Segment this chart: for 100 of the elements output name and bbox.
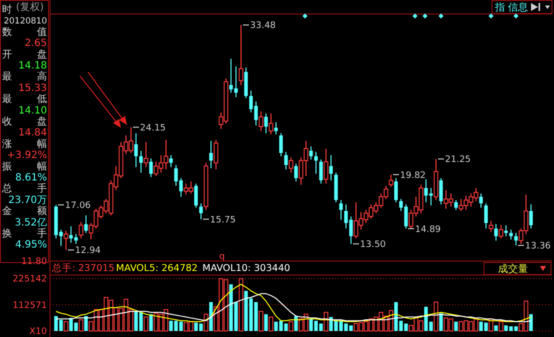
annotation: 14.89 bbox=[415, 224, 442, 235]
bar bbox=[439, 313, 443, 331]
text: 开盘 bbox=[2, 49, 47, 60]
bar bbox=[288, 321, 294, 332]
bar bbox=[204, 314, 208, 332]
candlestick bbox=[194, 183, 198, 208]
bar bbox=[529, 314, 533, 331]
candlestick bbox=[294, 163, 298, 182]
candlestick bbox=[509, 229, 513, 240]
candlestick bbox=[484, 202, 488, 230]
candlestick bbox=[144, 141, 148, 168]
annotation: 33.48 bbox=[250, 21, 276, 32]
candlestick bbox=[319, 159, 323, 184]
candlestick bbox=[284, 151, 288, 170]
bar bbox=[498, 321, 504, 332]
y-tick-label: 112571 bbox=[12, 300, 47, 311]
text: 数值 bbox=[2, 26, 47, 38]
bar bbox=[209, 302, 213, 331]
candlestick bbox=[529, 204, 533, 230]
annotation: 21.25 bbox=[445, 155, 471, 166]
text: 时 bbox=[2, 4, 12, 16]
candlestick bbox=[134, 132, 138, 168]
candlestick bbox=[169, 154, 173, 168]
y-tick-label: 225142 bbox=[12, 274, 47, 285]
annotation: 24.15 bbox=[140, 123, 166, 134]
text: 14.18 bbox=[18, 60, 47, 72]
candlestick bbox=[394, 178, 398, 203]
bar bbox=[454, 322, 458, 331]
annotation: 13.36 bbox=[525, 242, 552, 252]
bar bbox=[494, 325, 498, 331]
bar bbox=[238, 278, 244, 332]
y-tick-label: X10 bbox=[29, 327, 48, 337]
line-series bbox=[56, 293, 532, 322]
candlestick bbox=[454, 200, 458, 210]
candlestick bbox=[139, 150, 143, 174]
text: 信息 bbox=[508, 2, 528, 14]
annotation: 成交量 bbox=[498, 263, 528, 275]
text: 最低 bbox=[2, 94, 47, 106]
text: MAVOL10: 303440 bbox=[202, 263, 290, 274]
candlestick bbox=[279, 132, 283, 157]
text: MAVOL5: 264782 bbox=[116, 263, 198, 274]
candlestick bbox=[439, 178, 443, 205]
text: +3.92% bbox=[6, 150, 47, 162]
candlestick bbox=[288, 156, 294, 174]
candlestick bbox=[64, 230, 68, 250]
text: 换手 bbox=[2, 228, 47, 240]
bar bbox=[84, 316, 88, 331]
bar bbox=[294, 316, 298, 331]
candlestick bbox=[329, 154, 333, 181]
text: 2.65 bbox=[24, 38, 47, 50]
candlestick bbox=[268, 113, 274, 135]
candlestick bbox=[199, 202, 203, 220]
candlestick bbox=[388, 174, 394, 188]
bar bbox=[149, 314, 153, 331]
candlestick bbox=[84, 214, 88, 234]
line-series bbox=[56, 284, 532, 322]
candlestick bbox=[264, 113, 268, 134]
annotation: 17.06 bbox=[65, 201, 92, 212]
text: 15.33 bbox=[18, 82, 47, 94]
candlestick bbox=[479, 192, 483, 208]
text: 振幅 bbox=[2, 161, 47, 172]
candlestick bbox=[258, 110, 264, 132]
text: 14.10 bbox=[18, 105, 47, 116]
annotation: 19.82 bbox=[400, 170, 426, 181]
candlestick bbox=[324, 148, 328, 184]
candlestick bbox=[494, 224, 498, 242]
text: 涨幅 bbox=[2, 138, 47, 150]
bar bbox=[434, 302, 438, 332]
candlestick bbox=[314, 151, 318, 174]
candlestick bbox=[274, 122, 278, 135]
text: 20120810 bbox=[4, 16, 47, 27]
bar bbox=[64, 321, 68, 332]
bar bbox=[264, 314, 268, 331]
text: 总手 bbox=[2, 184, 47, 195]
text: 收盘 bbox=[2, 116, 47, 128]
candlestick bbox=[488, 220, 494, 232]
text: 金额 bbox=[2, 206, 47, 218]
candlestick bbox=[504, 224, 508, 237]
text: 总手: 237015 bbox=[51, 262, 114, 274]
annotation: 12.94 bbox=[75, 246, 102, 256]
text: q bbox=[219, 252, 225, 262]
text: 4.95% bbox=[15, 240, 47, 251]
annotation: 15.75 bbox=[210, 215, 236, 226]
candlestick bbox=[214, 139, 218, 170]
text: 最高 bbox=[2, 72, 47, 83]
candlestick bbox=[514, 232, 518, 246]
text: 14.84 bbox=[18, 128, 47, 139]
bar bbox=[258, 310, 264, 332]
text: 11.80 bbox=[21, 257, 48, 268]
candlestick bbox=[309, 146, 313, 160]
annotation: 13.50 bbox=[360, 240, 386, 250]
candlestick bbox=[339, 200, 343, 220]
bar bbox=[268, 316, 274, 332]
candlestick bbox=[209, 140, 213, 169]
bar bbox=[144, 316, 148, 332]
candlestick bbox=[149, 158, 153, 178]
candlestick bbox=[238, 24, 244, 86]
candlestick bbox=[498, 224, 504, 239]
text: 8.61% bbox=[15, 172, 47, 184]
text: 23.70万 bbox=[8, 194, 47, 206]
